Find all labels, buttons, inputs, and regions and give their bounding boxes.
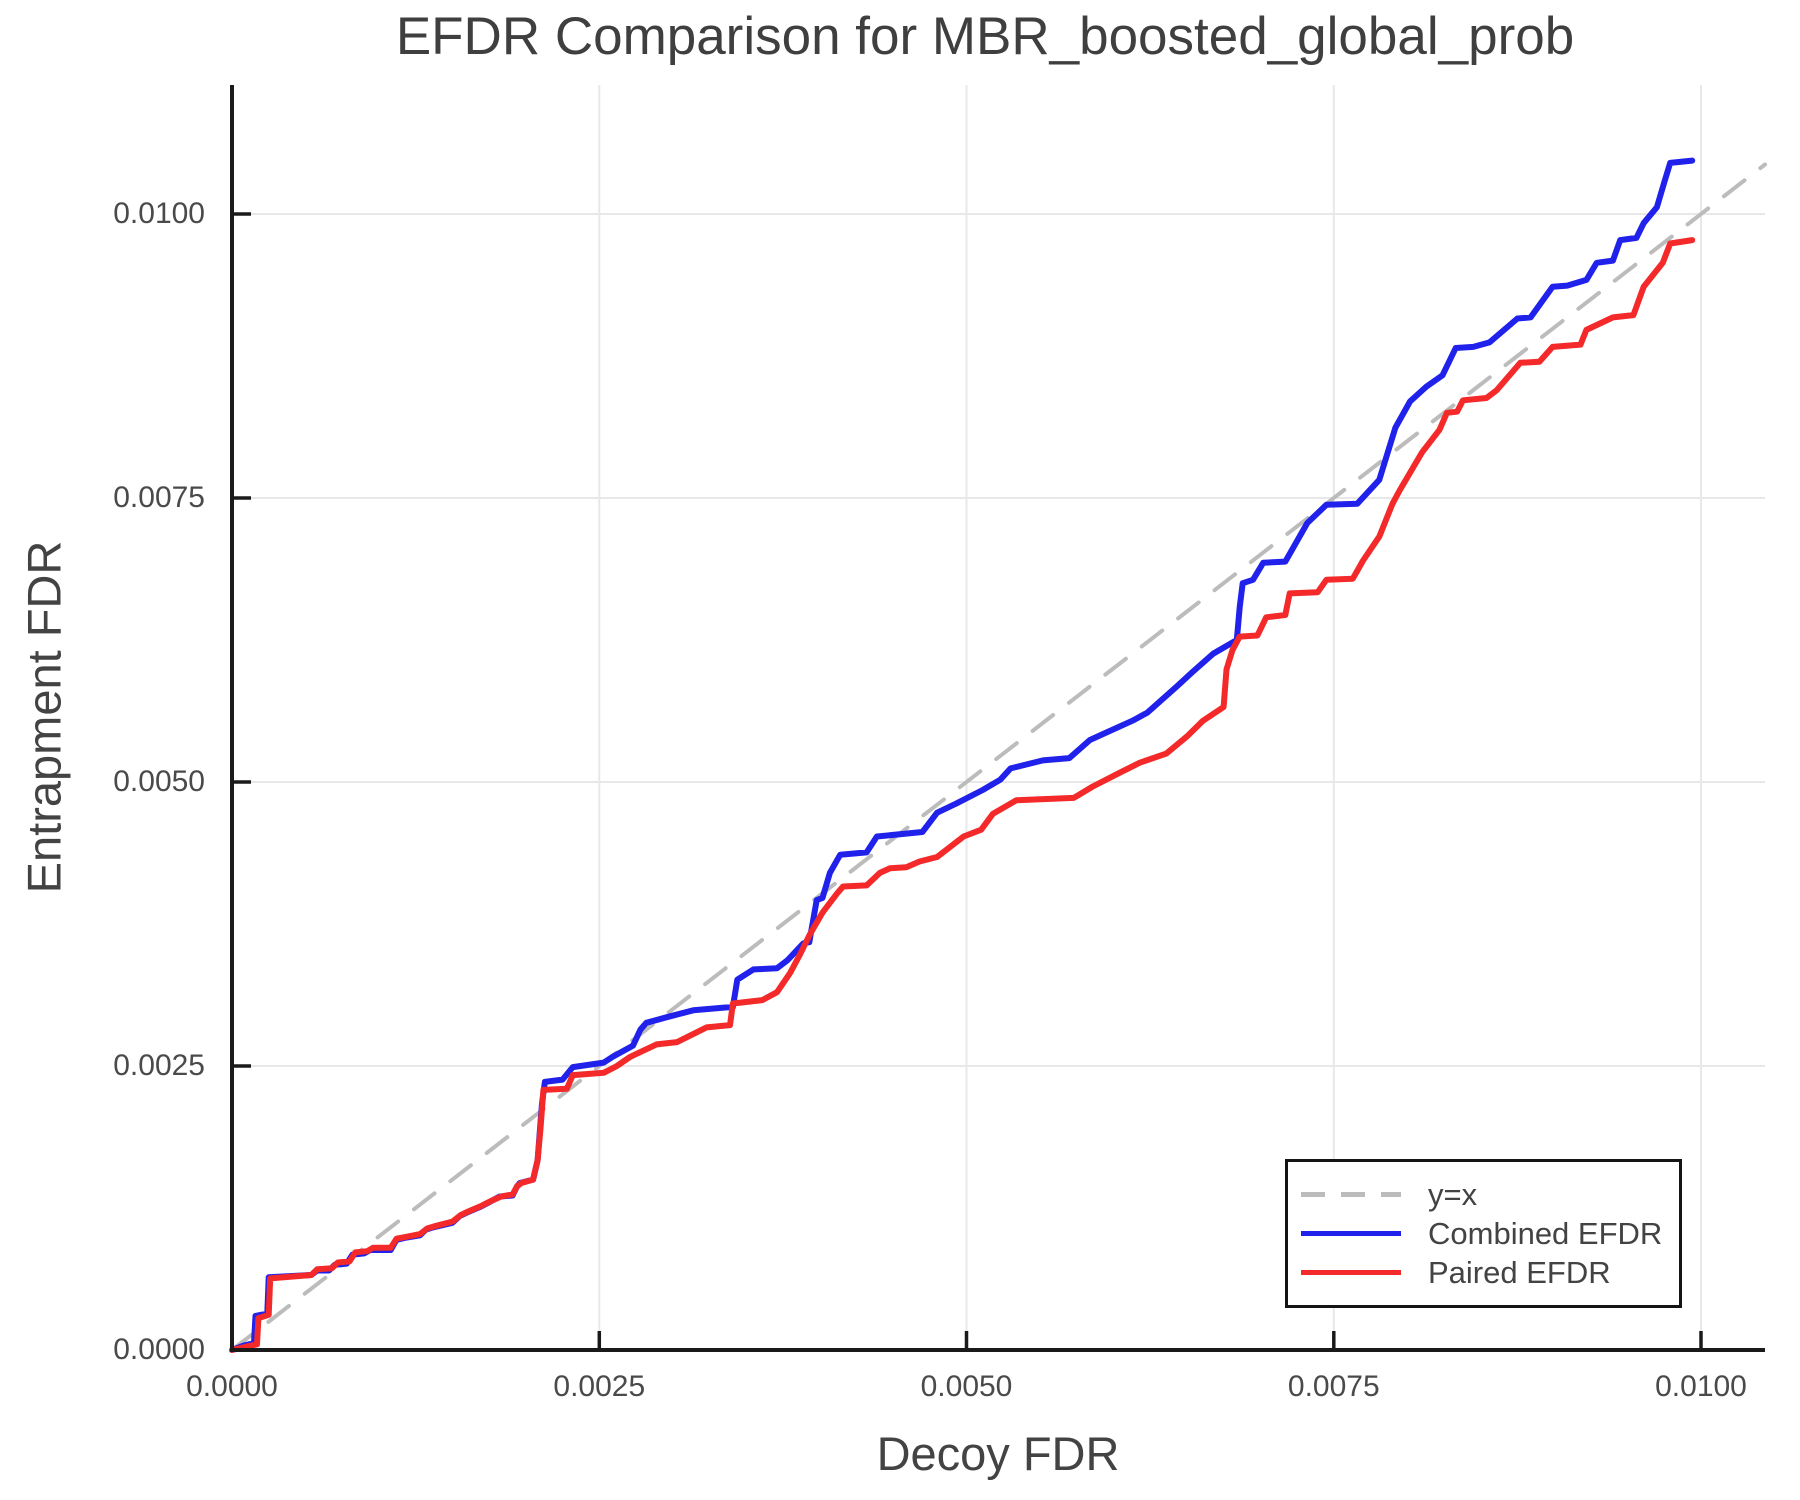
y-tick-label: 0.0000	[113, 1333, 205, 1366]
y-tick-label: 0.0050	[113, 765, 205, 798]
legend-item-paired: Paired EFDR	[1288, 1254, 1679, 1291]
legend-label: Combined EFDR	[1428, 1215, 1663, 1251]
series-y-x	[230, 162, 1767, 1352]
y-tick-label: 0.0100	[113, 197, 205, 230]
x-tick-label: 0.0050	[920, 1370, 1013, 1403]
x-axis-title: Decoy FDR	[876, 1427, 1120, 1480]
x-tick-label: 0.0100	[1655, 1370, 1747, 1403]
legend-item-identity: y=x	[1288, 1176, 1679, 1213]
legend-label: y=x	[1428, 1176, 1478, 1212]
legend-label: Paired EFDR	[1428, 1254, 1611, 1290]
chart-title: EFDR Comparison for MBR_boosted_global_p…	[395, 7, 1575, 66]
y-tick-label: 0.0075	[113, 481, 205, 514]
dashed-line-swatch	[1301, 1192, 1401, 1197]
x-tick-label: 0.0000	[186, 1370, 278, 1403]
red-line-swatch	[1301, 1270, 1401, 1275]
y-axis-title: Entrapment FDR	[17, 540, 71, 894]
y-tick-label: 0.0025	[113, 1049, 205, 1082]
x-tick-label: 0.0025	[553, 1370, 646, 1403]
x-tick-label: 0.0075	[1287, 1370, 1380, 1403]
series-paired-efdr	[229, 237, 1696, 1353]
legend-box: y=x Combined EFDR Paired EFDR	[1285, 1159, 1682, 1308]
legend-item-combined: Combined EFDR	[1288, 1215, 1679, 1252]
blue-line-swatch	[1301, 1231, 1401, 1236]
